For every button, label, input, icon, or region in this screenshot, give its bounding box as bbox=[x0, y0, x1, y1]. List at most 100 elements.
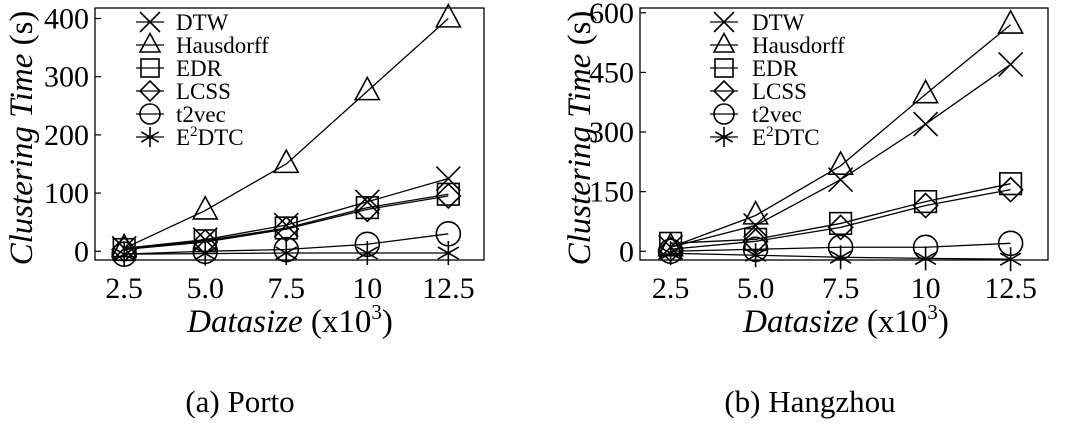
legend-label-base: E bbox=[176, 125, 190, 150]
data-point-asterisk bbox=[914, 246, 937, 271]
legend-label-rest: DTC bbox=[774, 125, 820, 150]
data-point-asterisk bbox=[999, 247, 1022, 272]
x-tick-label: 5.0 bbox=[186, 272, 224, 305]
legend-marker-diamond bbox=[138, 79, 162, 103]
data-point-square bbox=[913, 189, 938, 214]
y-tick-label: 450 bbox=[589, 56, 634, 89]
legend-label: EDR bbox=[752, 56, 799, 81]
data-point-square bbox=[998, 172, 1023, 196]
y-axis-label-name: Clustering Time bbox=[562, 54, 598, 266]
series-line bbox=[670, 24, 1012, 248]
series-dtw bbox=[658, 51, 1024, 260]
x-axis-label-exponent: 3 bbox=[927, 300, 938, 324]
y-tick-label: 200 bbox=[44, 119, 89, 152]
y-axis-label: Clustering Time (s) bbox=[562, 11, 598, 266]
y-tick-label: 300 bbox=[44, 61, 89, 94]
data-point-square bbox=[828, 211, 853, 236]
legend-label: EDR bbox=[176, 56, 223, 81]
y-axis-label: Clustering Time (s) bbox=[4, 11, 40, 266]
x-axis-label-unit: (x10 bbox=[859, 304, 928, 340]
legend-label: LCSS bbox=[752, 79, 807, 104]
data-point-diamond bbox=[912, 192, 939, 219]
data-point-diamond bbox=[997, 176, 1024, 203]
data-point-asterisk bbox=[113, 242, 136, 267]
legend-label: t2vec bbox=[176, 102, 226, 127]
data-point-diamond bbox=[435, 182, 462, 210]
x-axis-label-name: Datasize bbox=[742, 304, 859, 340]
y-tick-label: 100 bbox=[44, 177, 89, 210]
data-point-asterisk bbox=[744, 243, 767, 268]
y-axis-label-name: Clustering Time bbox=[4, 54, 40, 266]
x-axis-label: Datasize (x103) bbox=[186, 300, 393, 340]
y-tick-label: 150 bbox=[589, 176, 634, 209]
x-axis-label-unit: (x10 bbox=[303, 304, 372, 340]
y-tick-label: 300 bbox=[589, 116, 634, 149]
series-line bbox=[124, 195, 449, 251]
x-tick-label: 2.5 bbox=[105, 272, 143, 305]
series-line bbox=[670, 183, 1011, 244]
y-tick-label: 600 bbox=[589, 0, 634, 30]
x-tick-label: 7.5 bbox=[268, 272, 306, 305]
x-tick-label: 10 bbox=[911, 272, 941, 305]
legend-label: t2vec bbox=[752, 102, 802, 127]
legend-label: E2DTC bbox=[176, 124, 244, 150]
series-line bbox=[123, 17, 449, 249]
plot-frame bbox=[94, 7, 485, 261]
series-hausdorff bbox=[657, 9, 1024, 257]
series-hausdorff bbox=[110, 2, 462, 258]
data-point-x bbox=[828, 167, 854, 193]
legend-marker-triangle bbox=[712, 31, 736, 53]
series-line bbox=[670, 63, 1011, 248]
series-line bbox=[670, 189, 1011, 250]
series-e2dtc bbox=[113, 241, 460, 267]
series-lcss bbox=[657, 176, 1024, 263]
data-point-x bbox=[913, 111, 939, 137]
data-point-triangle bbox=[827, 150, 854, 175]
panel-caption: (a) Porto bbox=[185, 384, 294, 419]
data-point-asterisk bbox=[194, 241, 217, 266]
legend-label-base: E bbox=[752, 125, 766, 150]
y-tick-label: 0 bbox=[74, 235, 89, 268]
data-point-asterisk bbox=[659, 241, 682, 266]
data-point-diamond bbox=[354, 196, 381, 223]
data-point-triangle bbox=[997, 9, 1024, 34]
chart-panel-b: 0 150 300 450 600 2.5 5.0 7.5 10 12.5 Clustering T… bbox=[562, 0, 1049, 419]
legend-marker-triangle bbox=[138, 31, 162, 53]
legend-label: Hausdorff bbox=[176, 33, 269, 58]
panel-caption: (b) Hangzhou bbox=[724, 384, 895, 419]
y-axis-label-unit: (s) bbox=[4, 11, 40, 54]
series-line bbox=[124, 193, 449, 251]
legend-label: E2DTC bbox=[752, 124, 820, 150]
y-tick-label: 0 bbox=[619, 235, 634, 268]
y-tick-label: 400 bbox=[44, 2, 89, 35]
x-tick-label: 12.5 bbox=[422, 272, 475, 305]
x-tick-label: 12.5 bbox=[984, 272, 1037, 305]
data-point-asterisk bbox=[829, 245, 852, 270]
data-point-triangle bbox=[191, 195, 219, 220]
data-point-triangle bbox=[742, 200, 769, 225]
data-point-diamond bbox=[827, 214, 854, 241]
legend-label: DTW bbox=[752, 10, 805, 35]
legend-label: Hausdorff bbox=[752, 33, 845, 58]
x-axis-label-name: Datasize bbox=[186, 304, 303, 340]
data-point-asterisk bbox=[275, 241, 298, 266]
x-tick-label: 2.5 bbox=[652, 272, 690, 305]
x-axis-label-close: ) bbox=[382, 304, 393, 340]
series-edr bbox=[658, 172, 1023, 255]
x-axis-label: Datasize (x103) bbox=[742, 300, 949, 340]
data-point-x bbox=[998, 51, 1024, 78]
legend-label-sup: 2 bbox=[766, 124, 774, 140]
x-tick-label: 5.0 bbox=[737, 272, 775, 305]
legend-label-sup: 2 bbox=[190, 124, 198, 140]
data-point-triangle bbox=[353, 75, 381, 101]
data-point-x bbox=[435, 165, 461, 192]
x-axis-label-close: ) bbox=[938, 304, 949, 340]
legend-marker-diamond bbox=[712, 79, 736, 103]
y-axis-label-unit: (s) bbox=[562, 11, 598, 54]
x-tick-label: 7.5 bbox=[822, 272, 860, 305]
data-point-asterisk bbox=[356, 241, 379, 266]
legend-label-rest: DTC bbox=[198, 125, 244, 150]
x-axis-label-exponent: 3 bbox=[371, 300, 382, 324]
